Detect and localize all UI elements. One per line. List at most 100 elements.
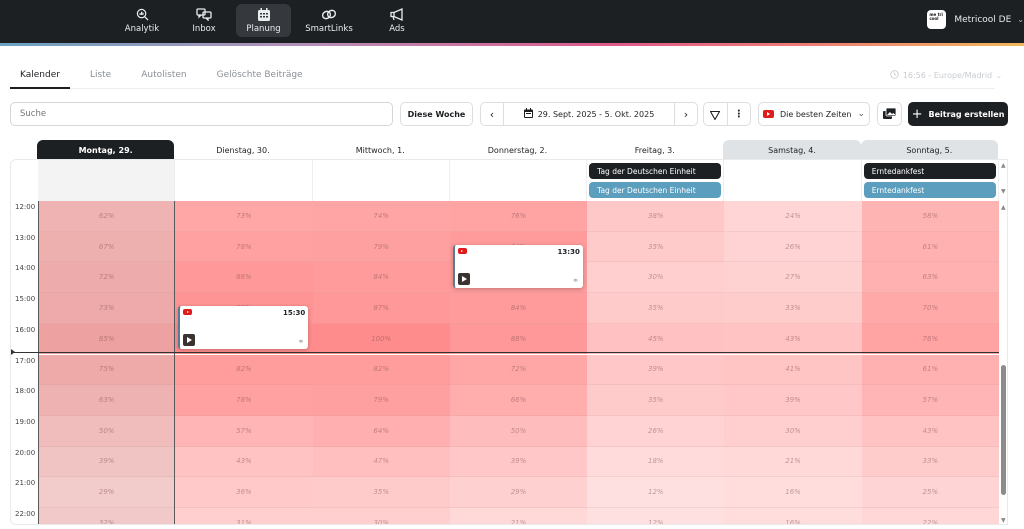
best-time-slot[interactable]: 70% <box>861 293 999 324</box>
nav-item-inbox[interactable]: Inbox <box>177 4 231 37</box>
best-time-slot[interactable]: 78% <box>175 231 313 263</box>
best-time-slot[interactable]: 16% <box>724 508 862 524</box>
all-day-cell[interactable]: Erntedankfest Erntedankfest <box>862 160 999 201</box>
scheduled-post-card[interactable]: 15:30 ⚭ <box>178 306 309 350</box>
best-time-slot[interactable]: 29% <box>449 477 588 508</box>
best-time-slot[interactable]: 43% <box>724 323 862 355</box>
best-time-slot[interactable]: 30% <box>312 508 450 524</box>
holiday-event[interactable]: Erntedankfest <box>863 182 996 198</box>
best-time-slot[interactable]: 35% <box>587 231 725 263</box>
day-header[interactable]: Dienstag, 30. <box>216 145 270 155</box>
best-time-slot[interactable]: 12% <box>587 508 725 524</box>
day-header[interactable]: Sonntag, 5. <box>860 140 998 160</box>
best-time-slot[interactable]: 35% <box>587 385 725 416</box>
best-time-slot[interactable]: 86% <box>175 262 313 294</box>
date-range-picker[interactable]: 29. Sept. 2025 - 5. Okt. 2025 <box>504 108 674 120</box>
best-time-slot[interactable]: 67% <box>38 231 176 263</box>
holiday-event[interactable]: Tag der Deutschen Einheit <box>589 182 722 198</box>
best-time-slot[interactable]: 61% <box>861 231 999 263</box>
media-library-button[interactable] <box>877 102 902 126</box>
tab-liste[interactable]: Liste <box>89 70 112 80</box>
best-time-slot[interactable]: 27% <box>724 262 862 294</box>
tab-autolisten[interactable]: Autolisten <box>141 70 187 80</box>
best-time-slot[interactable]: 43% <box>861 415 999 447</box>
create-post-button[interactable]: + Beitrag erstellen <box>908 102 1008 126</box>
best-time-slot[interactable]: 26% <box>587 415 725 447</box>
best-time-slot[interactable]: 87% <box>312 293 450 324</box>
best-time-slot[interactable]: 39% <box>38 446 176 478</box>
best-time-slot[interactable]: 64% <box>312 415 450 447</box>
scrollbar-thumb[interactable] <box>1001 365 1006 495</box>
best-time-slot[interactable]: 16% <box>724 477 862 508</box>
best-time-slot[interactable]: 78% <box>175 385 313 416</box>
best-time-slot[interactable]: 30% <box>724 415 862 447</box>
best-time-slot[interactable]: 43% <box>175 446 313 478</box>
tab-geloeschte-beitraege[interactable]: Gelöschte Beiträge <box>216 70 303 80</box>
nav-item-planung[interactable]: Planung <box>236 4 291 37</box>
allday-scroll-down-icon[interactable]: ▼ <box>1001 188 1006 195</box>
scroll-down-icon[interactable]: ▼ <box>1001 517 1006 524</box>
this-week-button[interactable]: Diese Woche <box>400 102 473 126</box>
best-time-slot[interactable]: 62% <box>38 201 176 232</box>
best-time-slot[interactable]: 39% <box>449 446 588 478</box>
grid-scroll-up-icon[interactable]: ▲ <box>1001 204 1006 211</box>
search-input[interactable] <box>10 102 393 126</box>
best-time-slot[interactable]: 39% <box>724 385 862 416</box>
nav-item-ads[interactable]: Ads <box>367 4 427 37</box>
timezone-selector[interactable]: 16:56 - Europe/Madrid ⌄ <box>890 70 1002 81</box>
best-time-slot[interactable]: 24% <box>724 201 862 232</box>
best-time-slot[interactable]: 18% <box>587 446 725 478</box>
best-time-slot[interactable]: 76% <box>449 201 588 232</box>
best-time-slot[interactable]: 41% <box>724 354 862 386</box>
best-time-slot[interactable]: 84% <box>312 262 450 294</box>
best-time-slot[interactable]: 35% <box>587 293 725 324</box>
day-header[interactable]: Donnerstag, 2. <box>487 145 548 155</box>
best-time-slot[interactable]: 63% <box>861 262 999 294</box>
best-time-slot[interactable]: 33% <box>861 446 999 478</box>
day-header[interactable]: Mittwoch, 1. <box>355 145 405 155</box>
best-time-slot[interactable]: 38% <box>587 201 725 232</box>
best-time-slot[interactable]: 25% <box>861 477 999 508</box>
next-week-button[interactable]: › <box>674 103 697 125</box>
best-time-slot[interactable]: 75% <box>38 354 176 386</box>
best-time-slot[interactable]: 76% <box>861 323 999 355</box>
best-time-slot[interactable]: 82% <box>175 354 313 386</box>
all-day-cell[interactable] <box>313 160 450 201</box>
previous-week-button[interactable]: ‹ <box>481 103 504 125</box>
day-header[interactable]: Montag, 29. <box>37 140 175 160</box>
calendar-scrollbar[interactable]: ▲ ▼ ▲ ▼ <box>999 160 1007 524</box>
filter-button[interactable] <box>704 103 728 125</box>
best-time-slot[interactable]: 100% <box>312 323 450 355</box>
scheduled-post-card[interactable]: 13:30 ⚭ <box>452 245 583 289</box>
best-time-slot[interactable]: 79% <box>312 385 450 416</box>
best-time-slot[interactable]: 21% <box>724 446 862 478</box>
best-time-slot[interactable]: 29% <box>38 477 176 508</box>
all-day-cell[interactable] <box>450 160 588 201</box>
nav-item-analytik[interactable]: Analytik <box>112 4 172 37</box>
best-time-slot[interactable]: 82% <box>312 354 450 386</box>
best-time-slot[interactable]: 72% <box>449 354 588 386</box>
best-time-slot[interactable]: 79% <box>312 231 450 263</box>
best-time-slot[interactable]: 12% <box>587 477 725 508</box>
account-switcher[interactable]: me tri cool Metricool DE ⌄ <box>927 10 1024 29</box>
all-day-cell[interactable] <box>175 160 313 201</box>
best-time-slot[interactable]: 88% <box>449 323 588 355</box>
holiday-event[interactable]: Tag der Deutschen Einheit <box>589 163 722 179</box>
best-times-dropdown[interactable]: Die besten Zeiten ⌄ <box>758 102 870 126</box>
best-time-slot[interactable]: 26% <box>724 231 862 263</box>
more-options-button[interactable]: ⋮ <box>728 103 751 125</box>
best-time-slot[interactable]: 85% <box>38 323 176 355</box>
best-time-slot[interactable]: 63% <box>38 385 176 416</box>
best-time-slot[interactable]: 31% <box>175 508 313 524</box>
best-time-slot[interactable]: 50% <box>38 415 176 447</box>
best-time-slot[interactable]: 73% <box>175 201 313 232</box>
best-time-slot[interactable]: 84% <box>449 293 588 324</box>
best-time-slot[interactable]: 66% <box>449 385 588 416</box>
best-time-slot[interactable]: 57% <box>175 415 313 447</box>
holiday-event[interactable]: Erntedankfest <box>863 163 996 179</box>
best-time-slot[interactable]: 73% <box>38 293 176 324</box>
best-time-slot[interactable]: 47% <box>312 446 450 478</box>
best-time-slot[interactable]: 50% <box>449 415 588 447</box>
scroll-up-icon[interactable]: ▲ <box>1001 162 1006 169</box>
best-time-slot[interactable]: 33% <box>724 293 862 324</box>
